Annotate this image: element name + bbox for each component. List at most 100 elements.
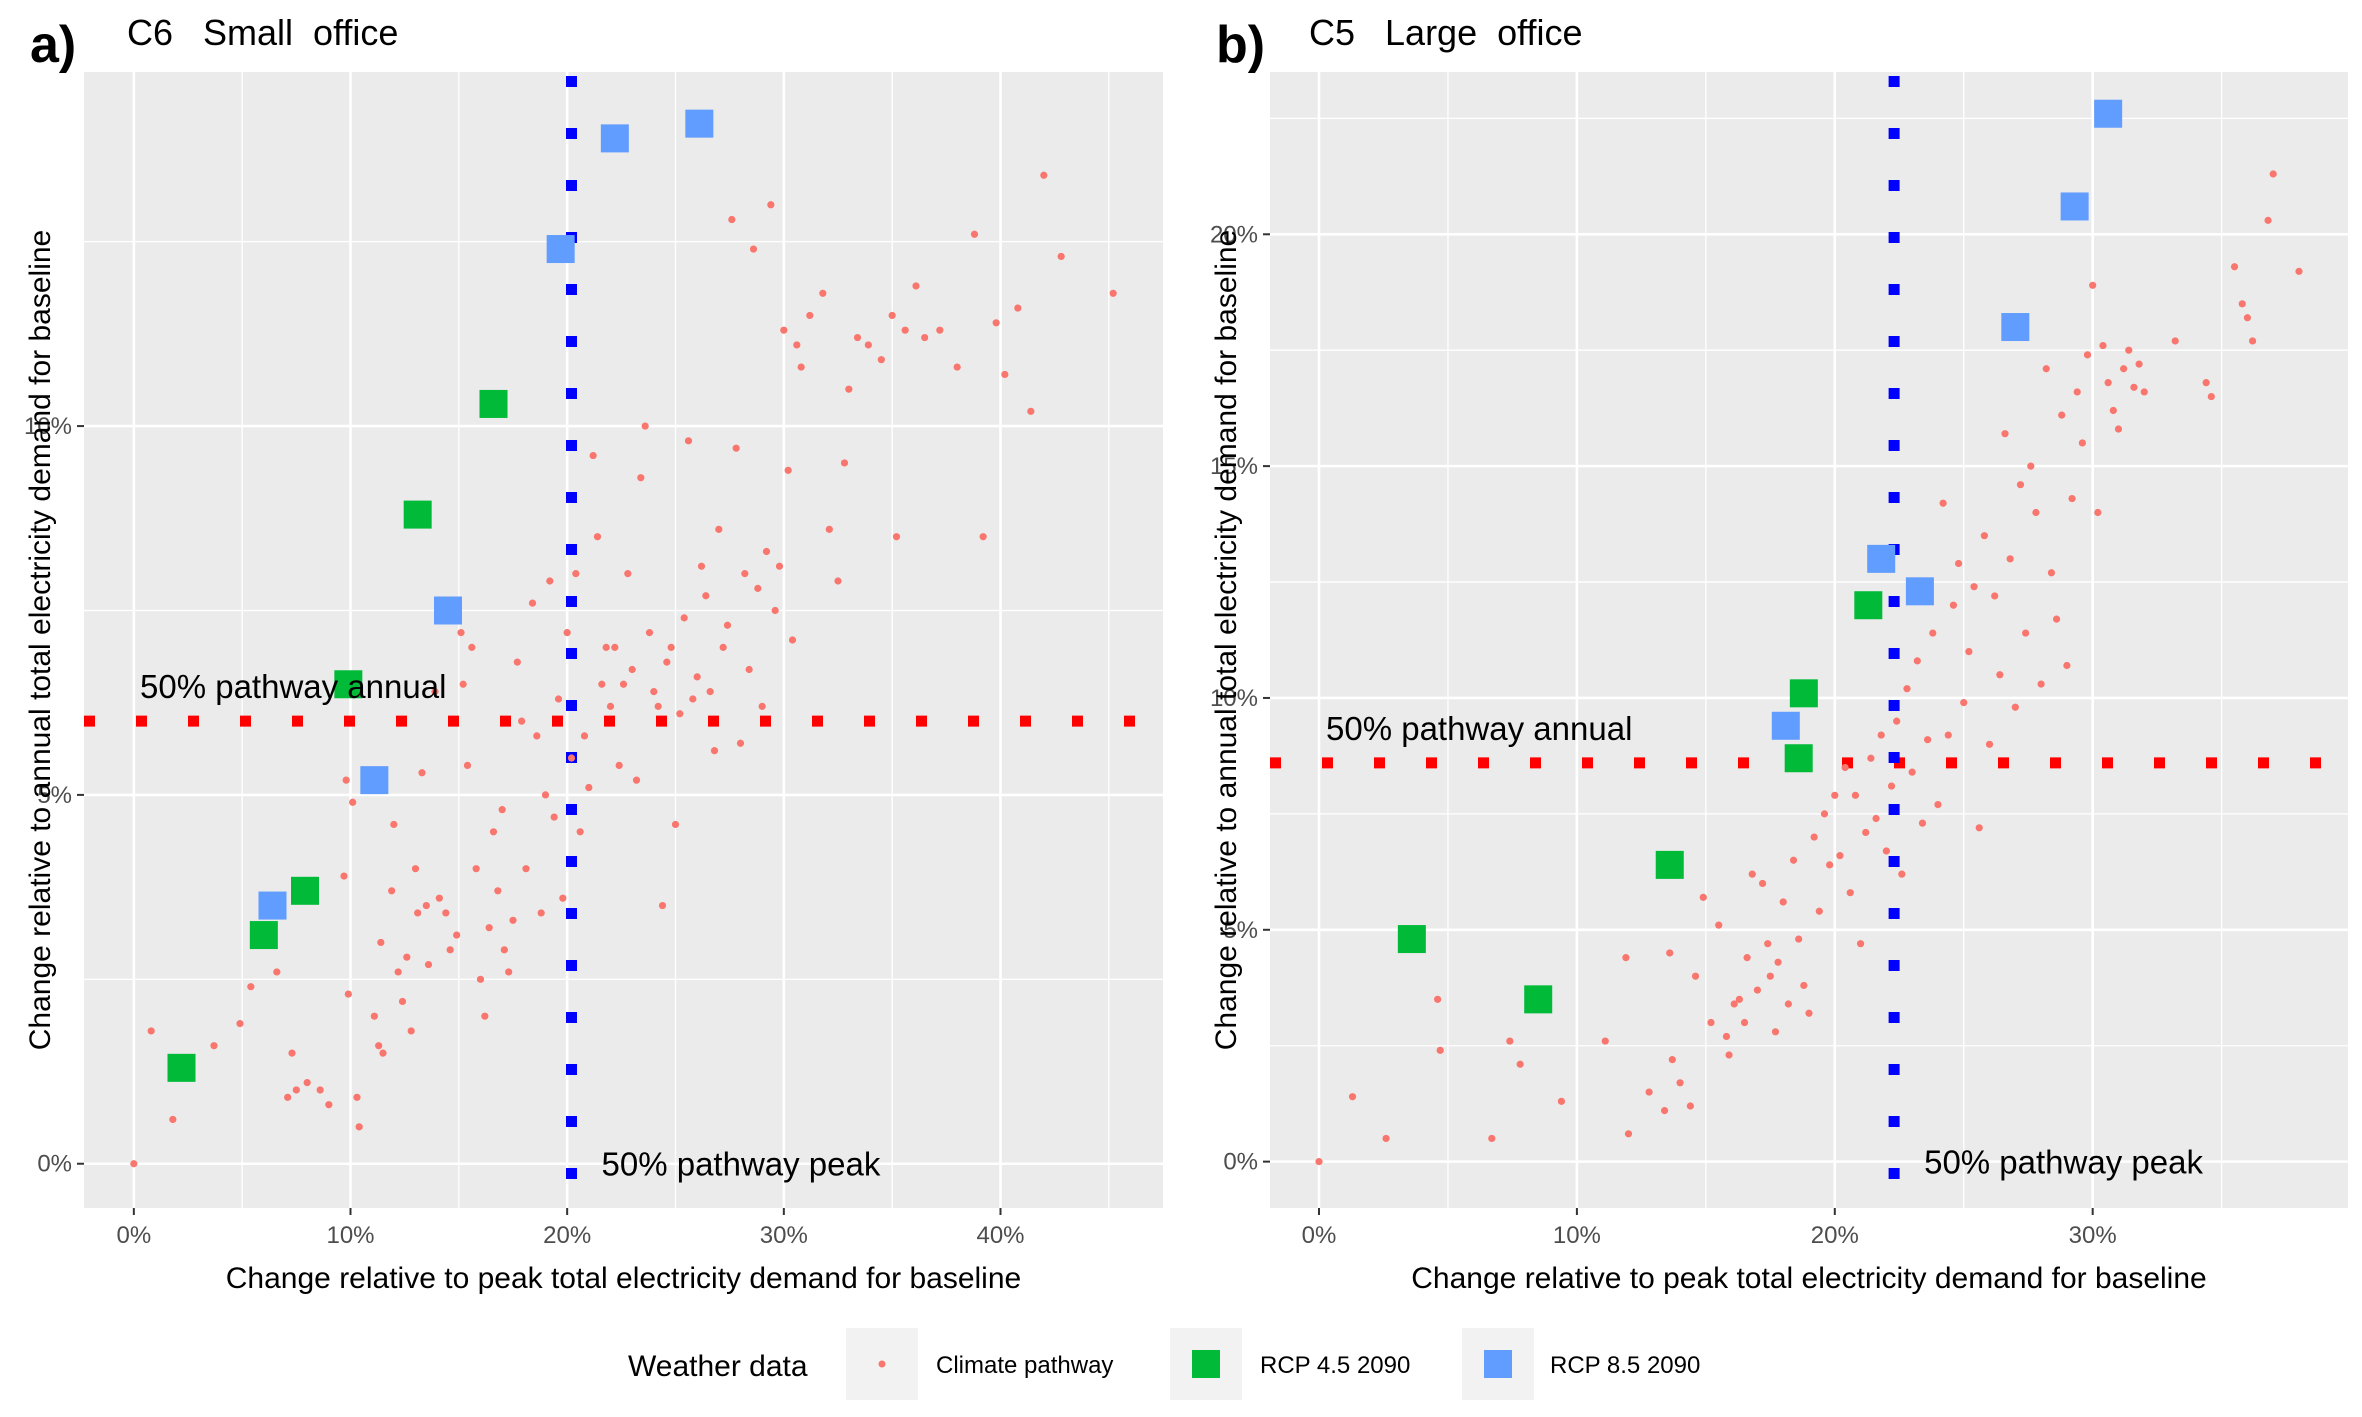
climate-pathway-point bbox=[845, 385, 853, 393]
climate-pathway-point bbox=[1686, 1102, 1694, 1110]
climate-pathway-point bbox=[1841, 763, 1849, 772]
climate-pathway-point bbox=[563, 629, 571, 637]
climate-pathway-point bbox=[446, 946, 454, 954]
climate-pathway-point bbox=[1730, 1000, 1738, 1008]
climate-pathway-point bbox=[236, 1019, 244, 1028]
climate-pathway-point bbox=[1382, 1134, 1390, 1143]
climate-pathway-point bbox=[1985, 740, 1994, 748]
climate-pathway-point bbox=[567, 754, 576, 762]
climate-pathway-point bbox=[463, 761, 472, 770]
climate-pathway-point bbox=[702, 592, 710, 600]
climate-pathway-point bbox=[2135, 360, 2143, 368]
climate-pathway-point bbox=[693, 673, 701, 681]
climate-pathway-point bbox=[2238, 300, 2246, 308]
climate-pathway-point bbox=[775, 562, 784, 570]
climate-pathway-point bbox=[912, 282, 920, 290]
climate-pathway-point bbox=[1877, 731, 1885, 739]
plot-background bbox=[84, 72, 1163, 1208]
climate-pathway-point bbox=[1722, 1032, 1731, 1041]
climate-pathway-point bbox=[494, 887, 502, 895]
climate-pathway-point bbox=[1645, 1088, 1653, 1096]
rcp85-point bbox=[434, 596, 462, 625]
x-tick-label: 30% bbox=[2069, 1222, 2117, 1249]
climate-pathway-point bbox=[2016, 481, 2025, 489]
climate-pathway-point bbox=[676, 710, 684, 718]
climate-pathway-point bbox=[2269, 170, 2277, 178]
data-points bbox=[1315, 99, 2303, 1166]
panel-title: C6 Small office bbox=[127, 12, 398, 53]
y-tick-label: 10% bbox=[24, 413, 72, 440]
climate-pathway-point bbox=[853, 333, 862, 342]
climate-pathway-point bbox=[1436, 1046, 1444, 1054]
panel-title: C5 Large office bbox=[1309, 12, 1583, 53]
climate-pathway-point bbox=[1949, 601, 1958, 609]
climate-pathway-point bbox=[1774, 958, 1782, 966]
climate-pathway-point bbox=[1715, 921, 1723, 929]
climate-pathway-point bbox=[1846, 889, 1854, 897]
legend-rcp45-square bbox=[1192, 1350, 1220, 1378]
climate-pathway-point bbox=[2207, 392, 2215, 401]
rcp85-point bbox=[685, 109, 714, 138]
climate-pathway-point bbox=[953, 363, 961, 371]
climate-pathway-point bbox=[533, 732, 541, 740]
rcp85-point bbox=[1867, 544, 1896, 573]
climate-pathway-point bbox=[1929, 629, 1937, 637]
climate-pathway-point bbox=[546, 577, 554, 585]
climate-pathway-point bbox=[1975, 824, 1983, 832]
climate-pathway-point bbox=[1557, 1097, 1566, 1105]
climate-pathway-point bbox=[541, 791, 550, 799]
climate-pathway-point bbox=[834, 577, 842, 585]
climate-pathway-point bbox=[411, 865, 420, 873]
climate-pathway-point bbox=[2171, 337, 2179, 345]
climate-pathway-point bbox=[431, 688, 439, 696]
climate-pathway-point bbox=[1831, 791, 1839, 799]
climate-pathway-point bbox=[1488, 1134, 1496, 1143]
climate-pathway-point bbox=[2099, 341, 2107, 350]
climate-pathway-point bbox=[459, 680, 467, 688]
climate-pathway-point bbox=[375, 1042, 383, 1050]
panel-b: b) C5 Large office 0% 10% 20% 30% 0% 5% 10% 15%… bbox=[1210, 12, 2348, 1295]
climate-pathway-point bbox=[1315, 1158, 1323, 1166]
climate-pathway-point bbox=[888, 311, 896, 320]
climate-pathway-point bbox=[1027, 407, 1035, 415]
climate-pathway-point bbox=[658, 901, 667, 910]
climate-pathway-point bbox=[2125, 346, 2133, 354]
legend-label: RCP 4.5 2090 bbox=[1260, 1352, 1410, 1379]
climate-pathway-point bbox=[1506, 1037, 1514, 1045]
climate-pathway-point bbox=[1699, 893, 1707, 901]
climate-pathway-point bbox=[1970, 583, 1978, 591]
climate-pathway-point bbox=[576, 828, 584, 836]
climate-pathway-point bbox=[2022, 629, 2030, 637]
climate-pathway-point bbox=[2001, 430, 2009, 438]
climate-pathway-point bbox=[418, 769, 426, 777]
climate-pathway-point bbox=[840, 459, 849, 467]
climate-pathway-point bbox=[2063, 661, 2071, 670]
climate-pathway-point bbox=[758, 702, 766, 710]
climate-pathway-point bbox=[1624, 1130, 1633, 1138]
data-points bbox=[130, 109, 1117, 1168]
y-tick-label: 5% bbox=[1223, 917, 1258, 944]
climate-pathway-point bbox=[355, 1123, 363, 1131]
climate-pathway-point bbox=[2011, 703, 2019, 711]
climate-pathway-point bbox=[2042, 365, 2050, 373]
climate-pathway-point bbox=[1903, 685, 1911, 693]
climate-pathway-point bbox=[518, 717, 526, 725]
climate-pathway-point bbox=[771, 606, 779, 615]
climate-pathway-point bbox=[1898, 870, 1906, 878]
climate-pathway-point bbox=[407, 1027, 415, 1035]
climate-pathway-point bbox=[921, 333, 929, 342]
climate-pathway-point bbox=[442, 909, 450, 917]
climate-pathway-point bbox=[1795, 935, 1803, 943]
climate-pathway-point bbox=[1980, 532, 1988, 540]
climate-pathway-point bbox=[2052, 615, 2061, 623]
rcp45-point bbox=[1655, 850, 1684, 879]
climate-pathway-point bbox=[1856, 940, 1865, 948]
rcp45-point bbox=[1854, 591, 1883, 620]
climate-pathway-point bbox=[1887, 782, 1896, 790]
climate-pathway-point bbox=[684, 437, 693, 445]
climate-pathway-point bbox=[1743, 954, 1751, 962]
climate-pathway-point bbox=[472, 865, 480, 873]
climate-pathway-point bbox=[1516, 1060, 1524, 1068]
climate-pathway-point bbox=[1660, 1107, 1669, 1115]
